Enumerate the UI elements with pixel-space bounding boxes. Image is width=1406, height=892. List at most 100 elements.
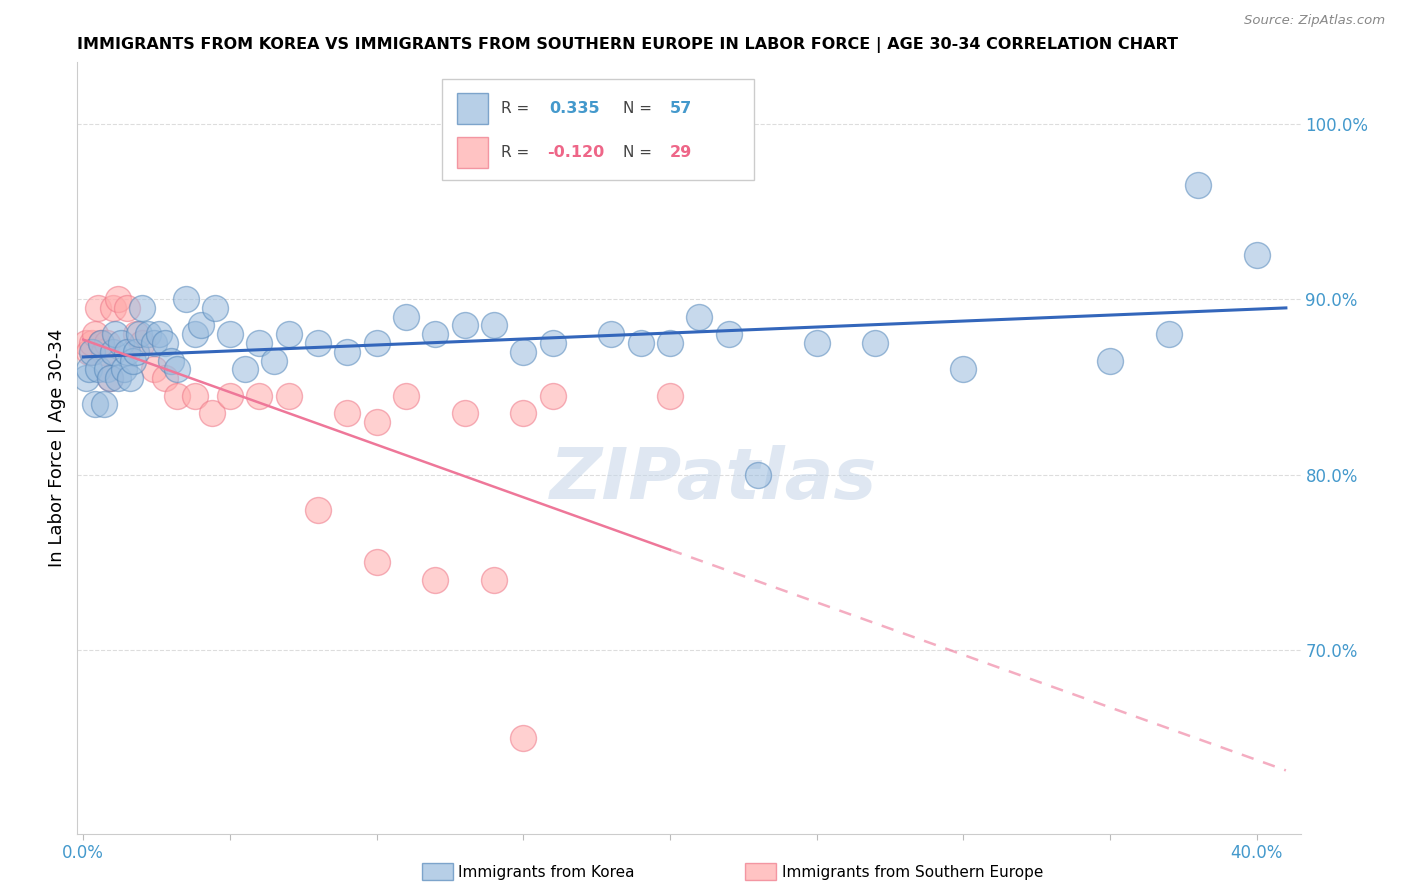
Point — [395, 310, 418, 324]
Point — [218, 327, 240, 342]
Point — [96, 362, 118, 376]
Point — [336, 406, 359, 420]
Point — [190, 318, 212, 333]
Point — [131, 301, 153, 315]
Point — [155, 336, 177, 351]
Text: N =: N = — [623, 101, 657, 116]
Point — [1157, 327, 1180, 342]
Point — [80, 336, 103, 351]
Point — [658, 336, 681, 351]
Point — [98, 371, 121, 385]
Text: N =: N = — [623, 145, 657, 161]
Point — [453, 318, 475, 333]
Point — [122, 353, 145, 368]
Point — [136, 327, 159, 342]
Point — [952, 362, 974, 376]
Point — [166, 389, 188, 403]
Point — [87, 301, 110, 315]
Point — [101, 301, 124, 315]
Point — [263, 353, 285, 368]
Text: Source: ZipAtlas.com: Source: ZipAtlas.com — [1244, 14, 1385, 28]
Point — [863, 336, 886, 351]
Point — [218, 389, 240, 403]
Point — [183, 389, 205, 403]
Point — [630, 336, 652, 351]
Point — [307, 336, 329, 351]
Point — [115, 344, 138, 359]
Point — [84, 397, 107, 411]
Bar — [457, 137, 488, 169]
Point — [142, 336, 165, 351]
Bar — [441, 79, 754, 179]
Y-axis label: In Labor Force | Age 30-34: In Labor Force | Age 30-34 — [48, 329, 66, 567]
Text: R =: R = — [501, 145, 534, 161]
Point — [482, 318, 505, 333]
Point — [166, 362, 188, 376]
Point — [155, 371, 177, 385]
Bar — [457, 94, 488, 124]
Point — [395, 389, 418, 403]
Point — [90, 336, 112, 351]
Point — [512, 731, 534, 745]
Point — [120, 371, 142, 385]
Text: Immigrants from Korea: Immigrants from Korea — [458, 865, 636, 880]
Point — [75, 371, 97, 385]
Point — [93, 397, 115, 411]
Point — [77, 344, 100, 359]
Point — [600, 327, 623, 342]
Text: 0.335: 0.335 — [550, 101, 600, 116]
Point — [425, 327, 447, 342]
Point — [512, 344, 534, 359]
Point — [96, 336, 118, 351]
Point — [131, 336, 153, 351]
Text: ZIPatlas: ZIPatlas — [550, 444, 877, 514]
Point — [148, 327, 170, 342]
Point — [658, 389, 681, 403]
Point — [104, 327, 127, 342]
Point — [125, 327, 148, 342]
Point — [336, 344, 359, 359]
Point — [747, 467, 769, 482]
Point — [201, 406, 224, 420]
Point — [366, 555, 388, 569]
Point — [512, 406, 534, 420]
Text: 57: 57 — [669, 101, 692, 116]
Point — [93, 344, 115, 359]
Point — [541, 389, 564, 403]
Point — [277, 389, 299, 403]
Point — [107, 371, 129, 385]
Point — [90, 336, 112, 351]
Point — [482, 573, 505, 587]
Point — [125, 344, 148, 359]
Point — [84, 327, 107, 342]
Point — [183, 327, 205, 342]
Point — [247, 389, 270, 403]
Point — [425, 573, 447, 587]
Point — [233, 362, 256, 376]
Text: R =: R = — [501, 101, 534, 116]
Point — [1246, 248, 1268, 262]
Point — [717, 327, 740, 342]
Text: -0.120: -0.120 — [547, 145, 605, 161]
Point — [174, 292, 197, 306]
Point — [142, 362, 165, 376]
Text: IMMIGRANTS FROM KOREA VS IMMIGRANTS FROM SOUTHERN EUROPE IN LABOR FORCE | AGE 30: IMMIGRANTS FROM KOREA VS IMMIGRANTS FROM… — [77, 37, 1178, 53]
Point — [366, 336, 388, 351]
Point — [307, 502, 329, 516]
Point — [107, 292, 129, 306]
Point — [110, 336, 132, 351]
Point — [453, 406, 475, 420]
Point — [80, 344, 103, 359]
Point — [247, 336, 270, 351]
Point — [688, 310, 710, 324]
Point — [77, 362, 100, 376]
Point — [98, 371, 121, 385]
Point — [115, 301, 138, 315]
Point — [160, 353, 183, 368]
Point — [112, 362, 135, 376]
Point — [101, 344, 124, 359]
Point — [87, 362, 110, 376]
Point — [1098, 353, 1121, 368]
Point — [128, 327, 150, 342]
Point — [1187, 178, 1209, 193]
